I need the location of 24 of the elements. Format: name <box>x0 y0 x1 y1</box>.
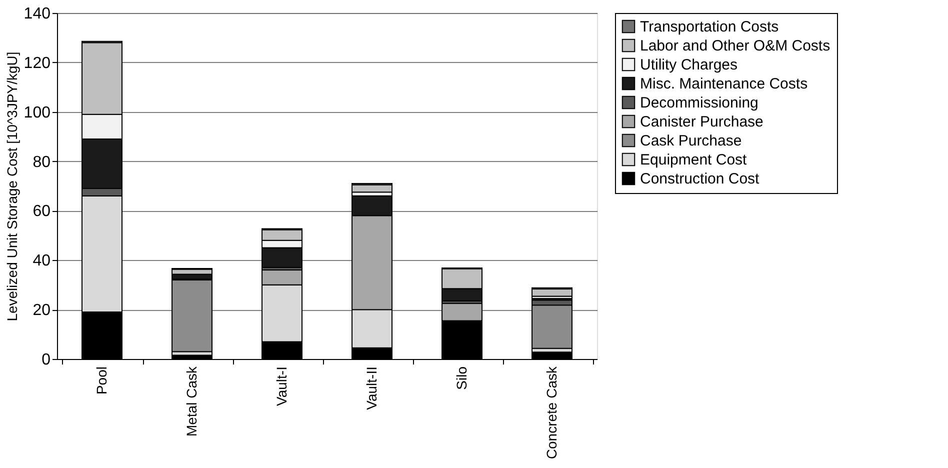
y-tick-label: 120 <box>24 54 51 72</box>
y-tick-label: 40 <box>32 252 51 270</box>
legend-label: Decommissioning <box>640 94 758 112</box>
x-tick-label: Silo <box>454 366 470 390</box>
y-axis-title: Levelized Unit Storage Cost [10^3JPY/kgU] <box>4 52 20 322</box>
legend-label: Equipment Cost <box>640 152 748 168</box>
legend-label: Construction Cost <box>640 170 760 188</box>
legend-label: Cask Purchase <box>640 132 742 150</box>
legend-label: Labor and Other O&M Costs <box>640 38 830 54</box>
x-tick-label: Concrete Cask <box>544 366 560 460</box>
y-tick-label: 60 <box>32 203 51 220</box>
y-tick-label: 140 <box>24 6 51 22</box>
x-tick-label: Vault-I <box>274 366 290 406</box>
x-tick-label: Vault-II <box>364 366 380 410</box>
y-tick-label: 80 <box>32 154 51 171</box>
y-tick-label: 100 <box>24 104 51 122</box>
y-tick-label: 0 <box>42 352 51 368</box>
x-tick-label: Pool <box>94 366 110 395</box>
legend-label: Canister Purchase <box>640 114 764 130</box>
legend-label: Utility Charges <box>640 56 738 74</box>
x-tick-label: Metal Cask <box>184 366 200 437</box>
legend-label: Transportation Costs <box>640 18 779 36</box>
legend-label: Misc. Maintenance Costs <box>640 76 808 92</box>
y-tick-label: 20 <box>32 302 51 320</box>
